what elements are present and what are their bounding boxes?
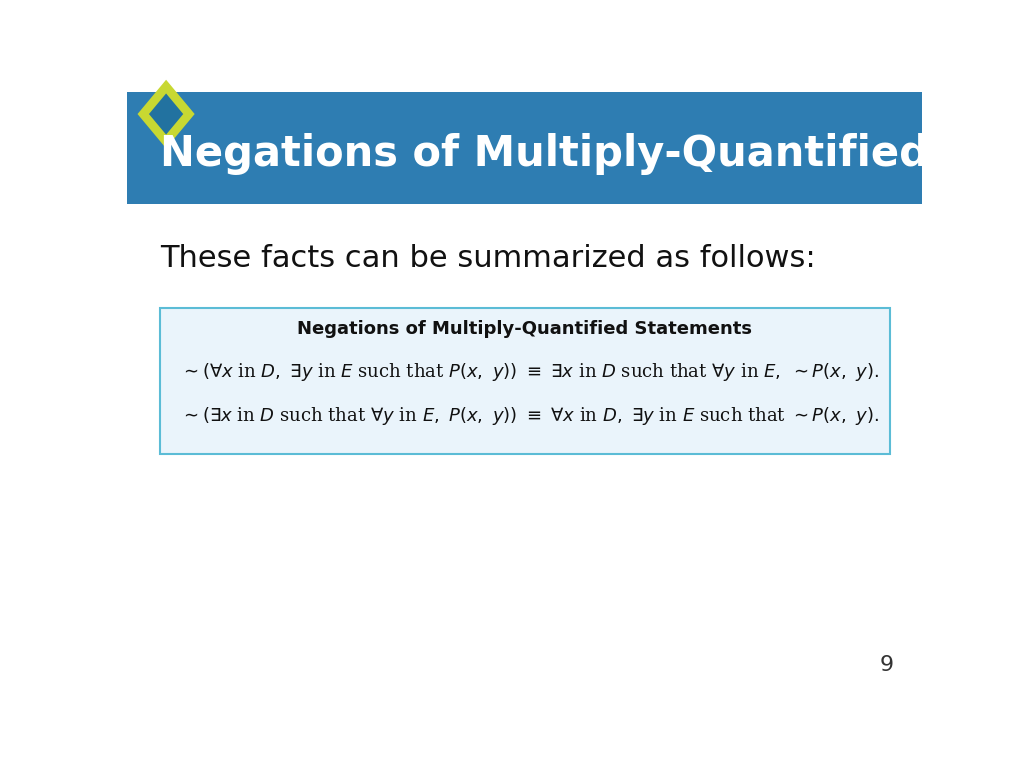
Text: Negations of Multiply-Quantified Statements: Negations of Multiply-Quantified Stateme… (160, 133, 1024, 175)
Text: These facts can be summarized as follows:: These facts can be summarized as follows… (160, 244, 815, 273)
Text: 9: 9 (880, 654, 894, 674)
Text: Negations of Multiply-Quantified Statements: Negations of Multiply-Quantified Stateme… (297, 320, 753, 338)
Text: $\sim(\forall x$ in $D,\ \exists y$ in $E$ such that $P(x,\ y))\ \equiv\ \exists: $\sim(\forall x$ in $D,\ \exists y$ in $… (179, 360, 879, 382)
FancyBboxPatch shape (160, 308, 890, 454)
FancyBboxPatch shape (127, 92, 923, 204)
Text: $\sim(\exists x$ in $D$ such that $\forall y$ in $E,\ P(x,\ y))\ \equiv\ \forall: $\sim(\exists x$ in $D$ such that $\fora… (179, 405, 879, 427)
Polygon shape (148, 94, 183, 134)
Polygon shape (137, 80, 195, 148)
